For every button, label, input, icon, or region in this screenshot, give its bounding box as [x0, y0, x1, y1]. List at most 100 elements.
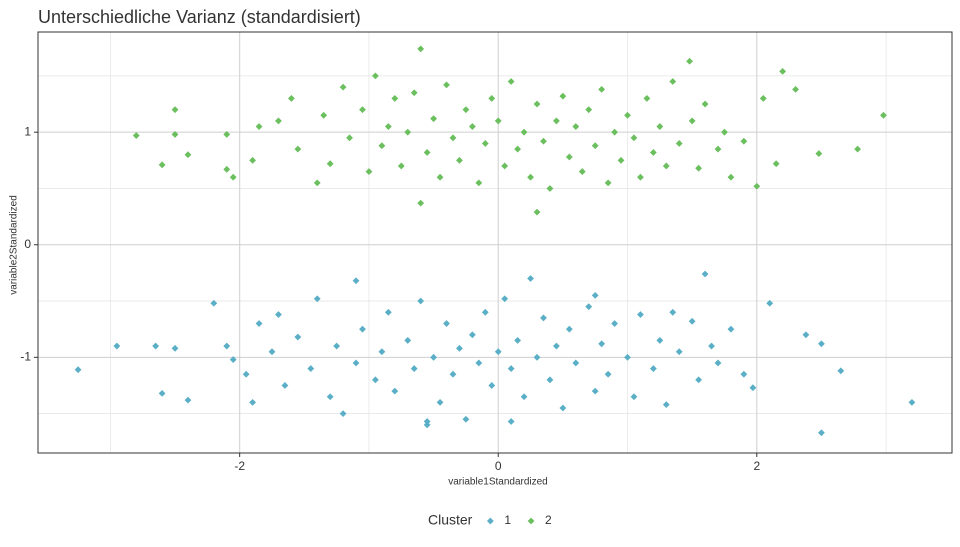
point: [313, 295, 321, 303]
point: [339, 410, 347, 418]
point: [242, 370, 250, 378]
point: [475, 179, 483, 187]
x-tick-label: -2: [234, 459, 245, 473]
point: [624, 111, 631, 119]
point: [727, 173, 735, 181]
point: [255, 320, 263, 327]
point: [171, 106, 179, 114]
point: [229, 356, 237, 363]
point: [113, 342, 121, 350]
point: [753, 182, 761, 190]
point: [662, 162, 670, 170]
point: [294, 333, 302, 341]
point: [468, 331, 476, 339]
point: [553, 342, 560, 350]
point: [417, 45, 425, 53]
point: [456, 344, 463, 352]
point: [223, 165, 231, 173]
point: [565, 325, 573, 333]
point: [430, 353, 437, 361]
point: [854, 145, 862, 153]
point: [255, 123, 263, 130]
point: [559, 92, 567, 100]
point: [249, 398, 257, 406]
point: [669, 78, 677, 85]
point: [74, 366, 82, 374]
point: [772, 160, 780, 168]
point: [598, 340, 606, 348]
point: [468, 123, 476, 130]
point: [326, 160, 334, 168]
point: [507, 365, 515, 372]
point: [727, 325, 735, 333]
point: [359, 325, 366, 333]
point: [481, 140, 489, 147]
point: [436, 398, 444, 406]
point: [229, 173, 237, 181]
point: [423, 149, 431, 156]
point: [404, 337, 412, 344]
point: [359, 106, 366, 114]
point: [533, 100, 541, 108]
point: [384, 308, 392, 316]
point: [802, 331, 810, 339]
point: [320, 111, 328, 119]
point: [152, 342, 160, 350]
point: [281, 382, 289, 389]
point: [837, 367, 845, 375]
point: [378, 348, 386, 356]
point: [533, 208, 541, 216]
point: [391, 387, 399, 395]
point: [559, 404, 567, 412]
point: [488, 382, 496, 389]
point: [507, 418, 515, 425]
point: [514, 337, 522, 344]
point: [740, 137, 748, 145]
point: [339, 83, 347, 91]
point: [462, 106, 470, 114]
point: [184, 151, 192, 159]
point: [249, 156, 257, 164]
point: [714, 145, 722, 153]
point: [520, 393, 528, 401]
point: [714, 359, 722, 367]
point: [669, 308, 677, 316]
point: [326, 393, 334, 401]
legend-marker: [527, 517, 535, 525]
point: [591, 292, 599, 299]
point: [171, 131, 179, 138]
point: [759, 95, 767, 102]
point: [488, 95, 496, 102]
point: [372, 72, 379, 80]
point: [611, 128, 618, 136]
point: [333, 342, 341, 350]
point: [449, 370, 457, 378]
point: [223, 131, 231, 138]
plot-border: [37, 31, 953, 454]
point: [430, 115, 437, 123]
point: [630, 134, 638, 142]
point: [268, 348, 276, 356]
point: [688, 117, 696, 125]
point: [686, 57, 693, 65]
point: [423, 421, 431, 429]
point: [675, 140, 683, 147]
point: [815, 150, 823, 157]
point: [210, 299, 218, 307]
point: [578, 168, 586, 175]
point: [695, 164, 703, 172]
point: [880, 111, 887, 119]
point: [637, 311, 644, 318]
point: [307, 365, 315, 372]
point: [352, 277, 360, 285]
point: [546, 376, 554, 384]
point: [637, 173, 644, 181]
point: [365, 168, 373, 175]
point: [688, 317, 696, 325]
point: [617, 156, 625, 164]
point: [649, 149, 657, 156]
point: [456, 156, 463, 164]
point: [132, 132, 140, 139]
point: [604, 370, 612, 378]
